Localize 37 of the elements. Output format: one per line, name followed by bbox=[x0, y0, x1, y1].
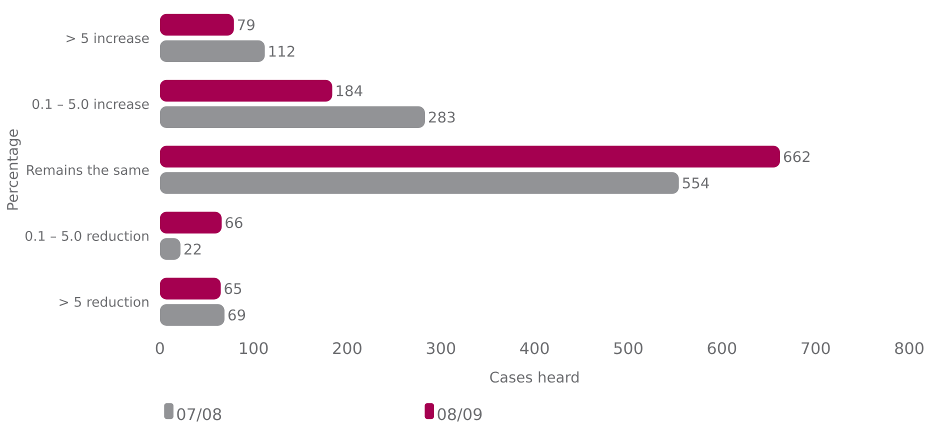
x-tick-label: 300 bbox=[426, 342, 456, 354]
data-label: 65 bbox=[224, 283, 242, 294]
y-tick-label: > 5 reduction bbox=[60, 296, 148, 308]
y-axis-title: Percentage bbox=[7, 130, 21, 210]
bar bbox=[160, 278, 221, 300]
x-tick-label: 600 bbox=[708, 342, 736, 354]
data-label: 112 bbox=[269, 46, 294, 57]
y-tick-label: Remains the same bbox=[27, 164, 149, 176]
bar bbox=[160, 14, 234, 36]
data-label: 184 bbox=[336, 85, 362, 96]
x-tick-label: 200 bbox=[333, 342, 362, 354]
y-tick-label: > 5 increase bbox=[66, 32, 149, 44]
data-label: 283 bbox=[428, 112, 455, 123]
data-label: 69 bbox=[228, 310, 246, 321]
x-tick-label: 700 bbox=[802, 342, 830, 354]
legend-label: 07/08 bbox=[177, 408, 222, 422]
data-label: 662 bbox=[784, 151, 810, 162]
y-tick-label: 0.1 – 5.0 reduction bbox=[26, 230, 148, 242]
data-label: 66 bbox=[226, 217, 242, 228]
x-tick-label: 400 bbox=[520, 342, 549, 354]
bar bbox=[160, 80, 332, 102]
bar bbox=[160, 146, 780, 168]
data-label: 554 bbox=[682, 178, 709, 189]
data-label: 22 bbox=[184, 244, 201, 255]
x-tick-label: 500 bbox=[614, 342, 642, 354]
x-tick-label: 100 bbox=[240, 342, 268, 354]
x-tick-label: 0 bbox=[156, 342, 164, 354]
y-tick-label: 0.1 – 5.0 increase bbox=[32, 98, 149, 110]
bar bbox=[160, 106, 425, 128]
legend-label: 08/09 bbox=[438, 408, 482, 422]
bar bbox=[160, 212, 222, 234]
data-label: 79 bbox=[238, 19, 254, 30]
bar bbox=[160, 304, 225, 326]
bar bbox=[160, 172, 679, 194]
x-axis-title: Cases heard bbox=[490, 372, 579, 383]
x-tick-label: 800 bbox=[895, 342, 924, 354]
bar bbox=[160, 40, 265, 62]
